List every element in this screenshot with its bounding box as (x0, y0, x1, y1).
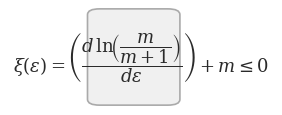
Text: $\xi(\varepsilon)=\left(\dfrac{d\,\mathrm{ln}\!\left(\dfrac{m}{m+1}\right)}{d\va: $\xi(\varepsilon)=\left(\dfrac{d\,\mathr… (13, 30, 269, 85)
FancyBboxPatch shape (87, 10, 180, 105)
